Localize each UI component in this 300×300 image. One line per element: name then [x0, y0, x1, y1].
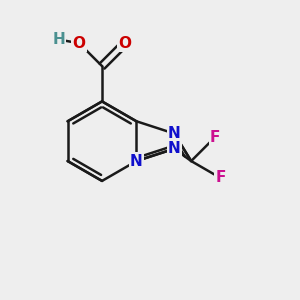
- Text: O: O: [73, 36, 85, 51]
- Text: N: N: [168, 126, 181, 141]
- Text: O: O: [118, 36, 131, 51]
- Text: F: F: [210, 130, 220, 145]
- Text: N: N: [130, 154, 143, 169]
- Text: F: F: [215, 170, 226, 185]
- Text: H: H: [52, 32, 65, 47]
- Text: N: N: [168, 141, 181, 156]
